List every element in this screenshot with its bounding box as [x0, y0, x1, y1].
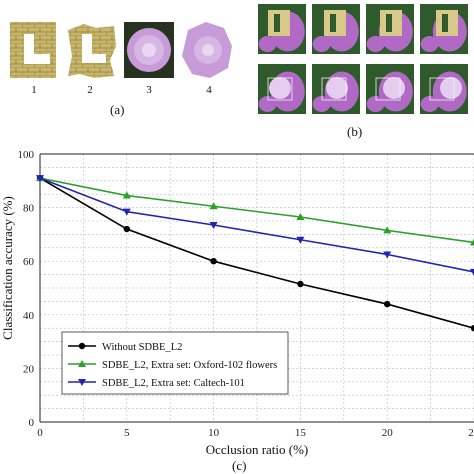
panel-b-label: (b) — [347, 124, 363, 139]
thumbnail-1-occluded-patch-icon — [10, 22, 56, 78]
legend-marker — [78, 342, 86, 350]
data-point — [297, 280, 304, 288]
thumbnail-number: 4 — [206, 84, 212, 96]
patch-shape-icon — [386, 14, 392, 32]
x-tick-label: 10 — [208, 427, 220, 439]
flower-petal-icon — [420, 36, 439, 52]
panel-b-thumbnail-grid — [258, 4, 468, 114]
x-tick-label: 5 — [124, 427, 130, 439]
data-point — [470, 238, 474, 246]
crop-box-icon — [375, 77, 401, 101]
data-point — [383, 251, 392, 259]
accuracy-vs-occlusion-chart: 0 20 40 60 80 100 0 5 10 15 20 2 Occlusion ratio (%)… — [0, 149, 474, 457]
series-line — [39, 177, 474, 273]
thumbnail-number: 1 — [31, 84, 37, 96]
legend: Without SDBE_L2 SDBE_L2, Extra set: Oxfor… — [61, 331, 289, 395]
y-tick-label: 40 — [23, 310, 35, 322]
thumbnail-number: 3 — [146, 84, 152, 96]
panel-b-thumbnail — [366, 4, 414, 54]
crop-box-icon — [267, 77, 293, 101]
x-tick-label: 2 — [468, 427, 474, 439]
y-tick-label: 0 — [29, 417, 35, 429]
thumbnail-3-flower-icon — [124, 22, 174, 78]
x-tick-label: 20 — [382, 427, 394, 439]
crop-box-icon — [429, 77, 455, 101]
flower-petal-icon — [258, 36, 277, 52]
flower-head-icon — [326, 77, 348, 99]
panel-b-thumbnail — [258, 64, 306, 114]
thumbnail-number: 2 — [87, 84, 93, 96]
flower-petal-icon — [312, 36, 331, 52]
data-point — [296, 236, 305, 244]
data-point — [122, 191, 131, 199]
thumbnail-2-occluded-patch-cutout-icon — [68, 24, 116, 78]
y-tick-label: 60 — [23, 256, 35, 268]
x-tick-label: 15 — [295, 427, 307, 439]
data-point — [210, 258, 217, 265]
y-tick-label: 20 — [23, 363, 35, 375]
series-line — [39, 177, 474, 244]
x-tick-label: 0 — [37, 427, 43, 439]
crop-box-icon — [321, 77, 347, 101]
series-0 — [36, 174, 474, 332]
data-point — [123, 225, 130, 233]
flower-head-icon — [269, 77, 291, 99]
data-point — [122, 208, 131, 216]
panel-b-thumbnail — [258, 4, 306, 54]
patch-shape-icon — [330, 14, 336, 32]
panel-b-thumbnail — [312, 4, 360, 54]
data-point — [470, 325, 474, 332]
thumbnail-4-flower-cutout-icon — [182, 22, 232, 78]
panel-b-thumbnail — [366, 64, 414, 114]
legend-box — [61, 331, 289, 395]
y-tick-label: 80 — [23, 203, 35, 215]
panel-b-thumbnail — [420, 64, 468, 114]
flower-head-icon — [383, 77, 405, 99]
panel-a-label: (a) — [110, 102, 125, 117]
legend-entry: Without SDBE_L2 — [102, 342, 182, 353]
x-axis-label: Occlusion ratio (%) — [206, 442, 309, 457]
flower-petal-icon — [366, 36, 385, 52]
data-point — [296, 212, 305, 220]
panel-b-thumbnail — [420, 4, 468, 54]
legend-marker — [78, 379, 86, 386]
series-2 — [36, 175, 474, 276]
series-1 — [36, 174, 474, 246]
data-point — [384, 300, 391, 308]
y-tick-label: 100 — [18, 149, 35, 161]
data-point — [209, 222, 218, 230]
legend-entry: SDBE_L2, Extra set: Oxford-102 flowers — [102, 360, 277, 371]
y-axis-label: Classification accuracy (%) — [0, 196, 15, 340]
panel-c-label: (c) — [232, 458, 247, 473]
legend-marker — [78, 360, 86, 367]
flower-head-icon — [440, 77, 462, 99]
legend-entry: SDBE_L2, Extra set: Caltech-101 — [102, 378, 245, 389]
patch-shape-icon — [442, 14, 448, 32]
panel-a-thumbnails — [10, 22, 232, 78]
panel-b-thumbnail — [312, 64, 360, 114]
series-line — [39, 177, 474, 329]
data-point — [209, 202, 218, 210]
data-point — [383, 226, 392, 234]
data-point — [36, 175, 44, 183]
patch-shape-icon — [274, 14, 280, 32]
